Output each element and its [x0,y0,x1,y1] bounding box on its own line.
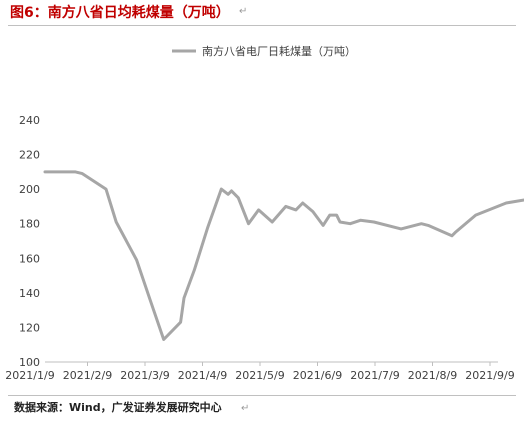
x-tick-label: 2021/6/9 [293,369,342,382]
source-rule [8,395,516,396]
carriage-return-icon: ↵ [241,403,250,414]
figure-title: 图6：南方八省日均耗煤量（万吨） [10,5,230,21]
y-tick-label: 220 [19,149,40,162]
title-rule [8,25,516,26]
x-tick-label: 2021/8/9 [408,369,457,382]
x-tick-label: 2021/7/9 [350,369,399,382]
y-tick-label: 200 [19,183,40,196]
source-note: 数据来源：Wind，广发证券发展研究中心 [14,401,222,414]
series-line [43,170,524,341]
legend-label: 南方八省电厂日耗煤量（万吨） [202,44,356,58]
x-tick-label: 2021/1/9 [5,369,54,382]
x-tick-label: 2021/2/9 [63,369,112,382]
x-tick-label: 2021/5/9 [235,369,284,382]
y-tick-label: 180 [19,218,40,231]
carriage-return-icon: ↵ [239,6,248,17]
x-tick-label: 2021/4/9 [178,369,227,382]
y-tick-label: 240 [19,114,40,127]
y-tick-label: 160 [19,252,40,265]
x-tick-label: 2021/3/9 [120,369,169,382]
x-tick-label: 2021/9/9 [465,369,514,382]
y-tick-label: 140 [19,287,40,300]
y-tick-label: 120 [19,321,40,334]
